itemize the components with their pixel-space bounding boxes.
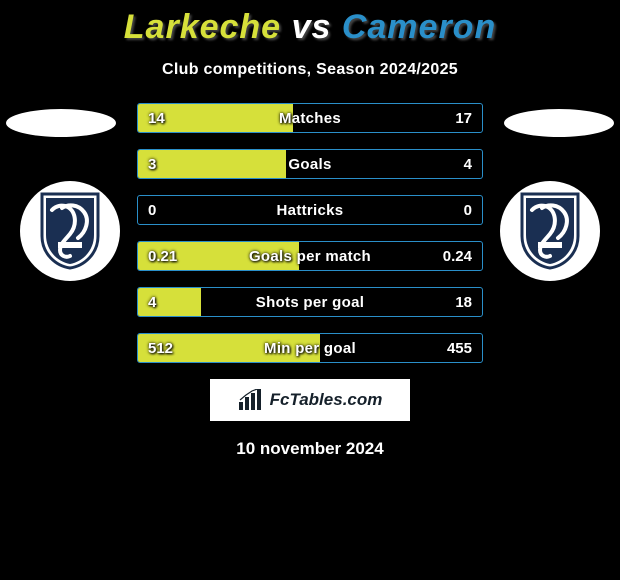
stat-label: Matches <box>138 104 482 132</box>
player2-name: Cameron <box>342 8 496 46</box>
stat-label: Min per goal <box>138 334 482 362</box>
attribution-badge: FcTables.com <box>210 379 410 421</box>
stat-value-right: 0 <box>464 196 472 224</box>
vs-text: vs <box>292 8 332 46</box>
player2-club-badge <box>500 181 600 281</box>
stat-row: 0.21Goals per match0.24 <box>137 241 483 271</box>
stat-row: 4Shots per goal18 <box>137 287 483 317</box>
stat-bars: 14Matches17 3Goals4 0Hattricks0 0.21Goals p… <box>137 103 483 363</box>
stat-value-right: 17 <box>455 104 472 132</box>
subtitle: Club competitions, Season 2024/2025 <box>0 61 620 79</box>
badge-circle <box>500 181 600 281</box>
club-shield-icon <box>518 192 582 270</box>
badge-circle <box>20 181 120 281</box>
club-shield-icon <box>38 192 102 270</box>
stat-row: 3Goals4 <box>137 149 483 179</box>
attribution-text: FcTables.com <box>270 390 383 410</box>
bar-chart-icon <box>238 389 264 411</box>
stat-row: 14Matches17 <box>137 103 483 133</box>
stat-value-right: 18 <box>455 288 472 316</box>
snapshot-date: 10 november 2024 <box>0 439 620 459</box>
comparison-panel: 14Matches17 3Goals4 0Hattricks0 0.21Goals p… <box>0 103 620 459</box>
stat-value-right: 0.24 <box>443 242 472 270</box>
stat-label: Hattricks <box>138 196 482 224</box>
comparison-title: Larkeche vs Cameron <box>0 0 620 47</box>
stat-value-right: 455 <box>447 334 472 362</box>
stat-label: Shots per goal <box>138 288 482 316</box>
stat-row: 0Hattricks0 <box>137 195 483 225</box>
player1-name: Larkeche <box>124 8 281 46</box>
stat-row: 512Min per goal455 <box>137 333 483 363</box>
player1-club-badge <box>20 181 120 281</box>
stat-label: Goals per match <box>138 242 482 270</box>
stat-label: Goals <box>138 150 482 178</box>
player2-photo-placeholder <box>504 109 614 137</box>
stat-value-right: 4 <box>464 150 472 178</box>
player1-photo-placeholder <box>6 109 116 137</box>
